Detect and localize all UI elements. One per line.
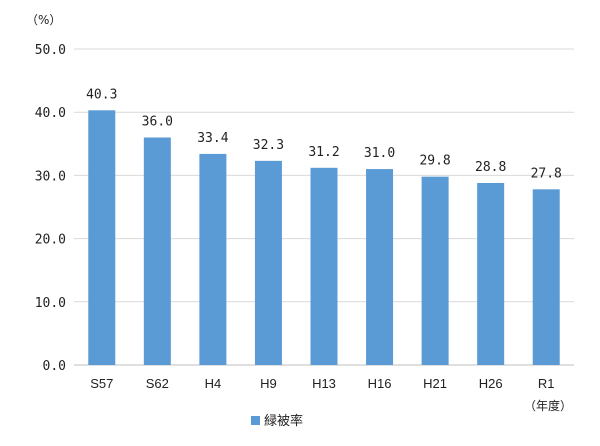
x-tick-label-r1: R1 xyxy=(538,376,555,391)
y-tick-label: 30.0 xyxy=(35,169,66,184)
x-tick-label-s62: S62 xyxy=(146,376,169,391)
y-tick-label: 50.0 xyxy=(35,43,66,58)
bar-r1 xyxy=(532,189,560,365)
y-tick-label: 40.0 xyxy=(35,106,66,121)
y-tick-label: 0.0 xyxy=(43,359,66,374)
y-tick-label: 10.0 xyxy=(35,296,66,311)
legend: 緑被率 xyxy=(251,413,303,429)
data-label-h4: 33.4 xyxy=(197,131,228,146)
x-tick-label-s57: S57 xyxy=(90,376,113,391)
x-axis-labels: S57 S62 H4 H9 H13 H16 H21 H26 R1 xyxy=(90,376,554,391)
x-tick-label-h9: H9 xyxy=(260,376,277,391)
y-axis-ticks: 0.0 10.0 20.0 30.0 40.0 50.0 xyxy=(35,43,66,374)
bar-h4 xyxy=(199,153,227,365)
bar-h13 xyxy=(310,167,338,365)
data-labels: 40.3 36.0 33.4 32.3 31.2 31.0 29.8 28.8 27.8 xyxy=(86,87,562,181)
x-tick-label-h4: H4 xyxy=(205,376,222,391)
x-unit-label: （年度） xyxy=(524,398,572,413)
data-label-s62: 36.0 xyxy=(142,114,173,129)
data-label-h13: 31.2 xyxy=(308,145,339,160)
x-tick-label-h21: H21 xyxy=(423,376,447,391)
bar-s57 xyxy=(88,110,116,365)
data-label-h9: 32.3 xyxy=(253,138,284,153)
data-label-s57: 40.3 xyxy=(86,87,117,102)
bar-h21 xyxy=(421,176,449,365)
legend-swatch xyxy=(251,416,260,425)
bar-h16 xyxy=(366,169,394,365)
bar-h26 xyxy=(477,182,505,365)
data-label-r1: 27.8 xyxy=(531,166,562,181)
data-label-h16: 31.0 xyxy=(364,146,395,161)
bars xyxy=(88,110,560,365)
y-tick-label: 20.0 xyxy=(35,233,66,248)
data-label-h26: 28.8 xyxy=(475,160,506,175)
y-unit-label: （%） xyxy=(26,13,61,27)
legend-label: 緑被率 xyxy=(264,413,303,429)
x-tick-label-h16: H16 xyxy=(368,376,392,391)
x-tick-label-h13: H13 xyxy=(312,376,336,391)
bar-h9 xyxy=(254,160,282,365)
bar-s62 xyxy=(143,137,171,365)
x-tick-label-h26: H26 xyxy=(479,376,503,391)
data-label-h21: 29.8 xyxy=(419,154,450,169)
